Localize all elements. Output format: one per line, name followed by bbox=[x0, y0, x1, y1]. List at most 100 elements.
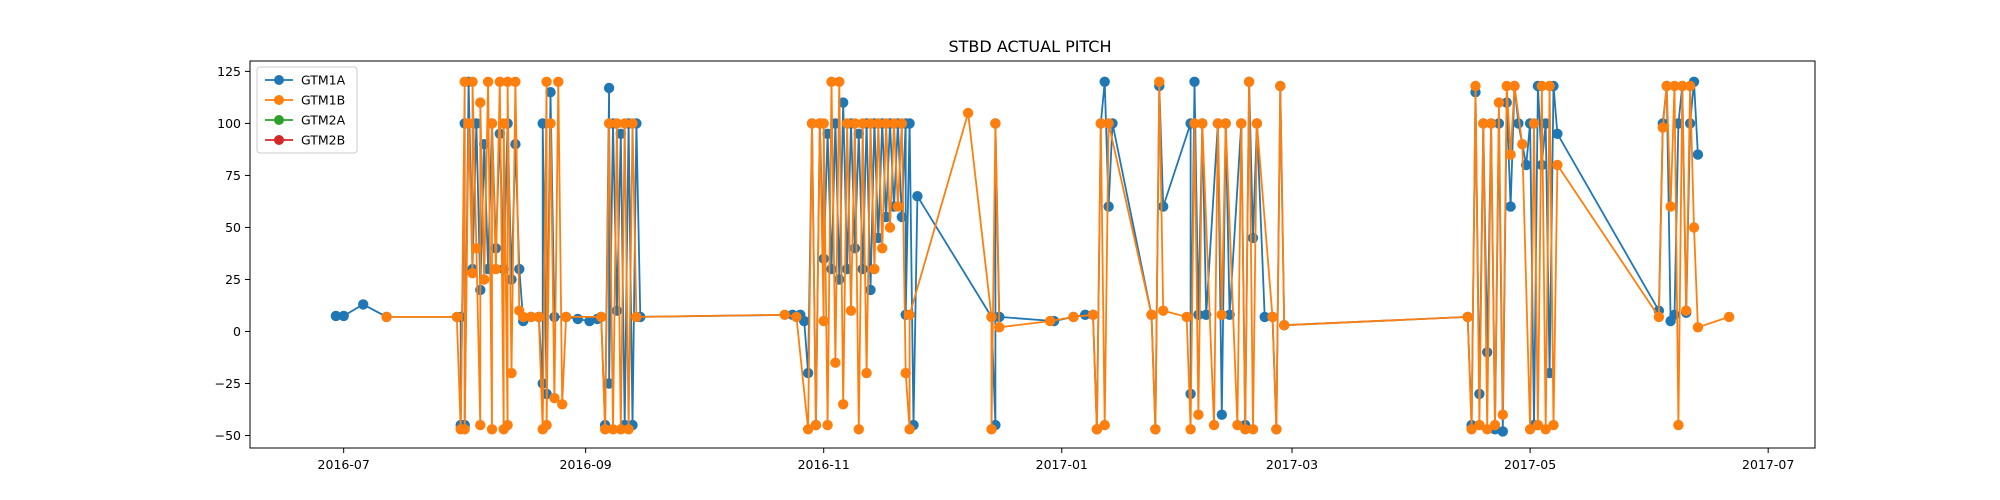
data-point bbox=[1275, 80, 1286, 92]
data-point bbox=[1193, 409, 1204, 420]
data-point bbox=[1068, 311, 1079, 323]
data-point bbox=[631, 311, 642, 323]
data-point bbox=[1532, 419, 1544, 431]
data-point bbox=[572, 313, 583, 325]
data-point bbox=[1509, 80, 1520, 92]
data-point bbox=[1501, 80, 1512, 92]
data-point bbox=[779, 309, 790, 320]
data-point bbox=[1505, 149, 1516, 160]
data-point bbox=[541, 76, 552, 88]
data-point bbox=[510, 76, 521, 88]
y-tick-label: 75 bbox=[225, 168, 241, 183]
data-point bbox=[806, 118, 818, 129]
data-point bbox=[623, 424, 634, 435]
data-point bbox=[896, 211, 907, 223]
data-point bbox=[904, 424, 915, 435]
series-gtm1b bbox=[381, 76, 1735, 435]
data-point bbox=[475, 97, 486, 108]
data-point bbox=[1497, 409, 1509, 420]
data-point bbox=[1247, 232, 1259, 244]
data-point bbox=[486, 424, 498, 435]
legend-marker bbox=[274, 75, 284, 85]
data-point bbox=[1513, 118, 1524, 129]
data-point bbox=[615, 424, 626, 435]
data-point bbox=[1099, 419, 1110, 431]
legend-box bbox=[256, 66, 358, 154]
y-tick-label: −25 bbox=[215, 376, 241, 391]
data-point bbox=[818, 315, 829, 327]
data-point bbox=[1470, 80, 1481, 92]
legend-item-gtm1b: GTM1B bbox=[265, 93, 345, 108]
x-tick-label: 2017-07 bbox=[1742, 457, 1794, 472]
data-point bbox=[338, 310, 349, 322]
data-point bbox=[994, 322, 1005, 333]
data-point bbox=[838, 399, 849, 410]
data-point bbox=[1243, 76, 1255, 88]
data-point bbox=[826, 76, 837, 88]
data-point bbox=[857, 118, 868, 129]
data-point bbox=[1653, 311, 1665, 323]
legend-label: GTM1B bbox=[301, 93, 345, 108]
data-point bbox=[1095, 118, 1107, 129]
data-point bbox=[549, 392, 560, 404]
data-point bbox=[1692, 149, 1704, 160]
data-point bbox=[1103, 201, 1114, 212]
data-point bbox=[1524, 424, 1536, 435]
data-point bbox=[615, 128, 626, 139]
data-point bbox=[475, 419, 486, 431]
data-point bbox=[884, 222, 896, 233]
data-point bbox=[1181, 311, 1192, 323]
data-point bbox=[557, 399, 568, 410]
legend: GTM1A GTM1B GTM2A GTM2B bbox=[256, 66, 358, 154]
data-point bbox=[900, 367, 911, 379]
data-point bbox=[1087, 309, 1099, 320]
data-point bbox=[1489, 419, 1501, 431]
data-point bbox=[818, 118, 829, 129]
data-point bbox=[1681, 305, 1692, 316]
chart-title: STBD ACTUAL PITCH bbox=[949, 37, 1112, 56]
data-point bbox=[1158, 305, 1169, 316]
legend-label: GTM2B bbox=[301, 133, 345, 148]
data-point bbox=[838, 97, 849, 108]
data-point bbox=[1466, 424, 1477, 435]
data-point bbox=[1540, 424, 1551, 435]
data-point bbox=[1485, 118, 1497, 129]
legend-item-gtm2b: GTM2B bbox=[265, 133, 345, 148]
data-point bbox=[1197, 118, 1208, 129]
data-point bbox=[533, 311, 544, 323]
data-point bbox=[802, 424, 814, 435]
data-point bbox=[1548, 419, 1559, 431]
data-point bbox=[584, 315, 595, 327]
data-point bbox=[1474, 419, 1485, 431]
data-point bbox=[463, 118, 474, 129]
data-point bbox=[962, 107, 974, 119]
legend-label: GTM1A bbox=[301, 73, 346, 88]
y-tick-label: 50 bbox=[225, 220, 241, 235]
data-point bbox=[611, 118, 623, 129]
data-point bbox=[1232, 419, 1243, 431]
data-point bbox=[1044, 315, 1056, 327]
data-point bbox=[1552, 159, 1563, 171]
data-point bbox=[603, 82, 615, 94]
data-point bbox=[560, 311, 572, 323]
data-point bbox=[880, 118, 892, 129]
x-tick-label: 2017-03 bbox=[1266, 457, 1318, 472]
data-point bbox=[869, 263, 880, 275]
data-point bbox=[459, 424, 470, 435]
data-point bbox=[861, 367, 872, 379]
data-point bbox=[545, 118, 556, 129]
x-tick-label: 2017-05 bbox=[1504, 457, 1556, 472]
data-point bbox=[865, 284, 876, 296]
data-point bbox=[502, 76, 513, 88]
data-point bbox=[826, 263, 837, 275]
data-point bbox=[990, 118, 1001, 129]
data-point bbox=[1146, 309, 1157, 320]
x-tick-label: 2017-01 bbox=[1036, 457, 1088, 472]
legend-marker bbox=[274, 95, 284, 105]
data-point bbox=[1478, 118, 1489, 129]
data-point bbox=[545, 87, 556, 98]
data-point bbox=[451, 311, 462, 323]
data-point bbox=[1099, 76, 1110, 88]
data-point bbox=[518, 311, 529, 323]
data-point bbox=[888, 118, 900, 129]
